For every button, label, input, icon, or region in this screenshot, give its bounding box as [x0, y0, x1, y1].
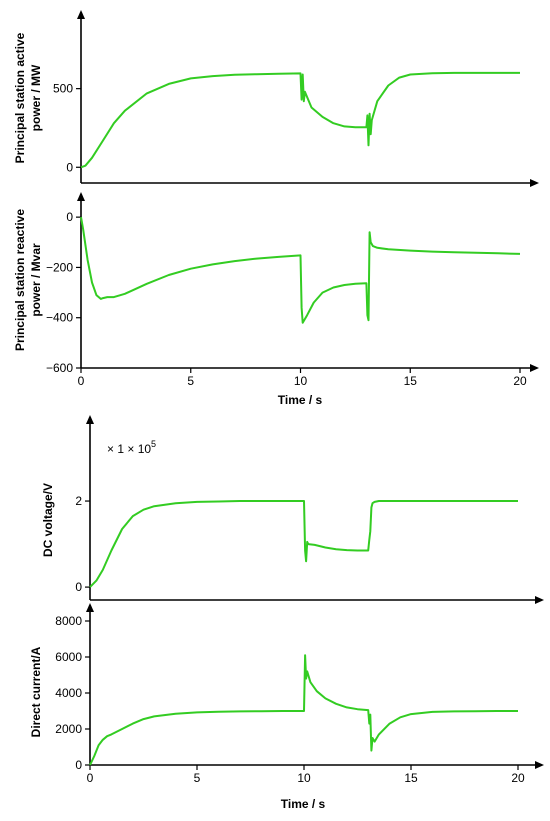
reactive-power-ytick-label: −200: [46, 260, 73, 274]
direct-current-ytick-label: 6000: [55, 650, 82, 664]
reactive-power-panel: Principal station reactive power / Mvar …: [13, 192, 539, 407]
direct-current-ylabel: Direct current/A: [29, 646, 43, 737]
reactive-power-xtick-label: 0: [78, 374, 85, 388]
active-power-ylabel-line1: Principal station active: [13, 32, 27, 163]
reactive-power-xtick-label: 15: [404, 374, 418, 388]
direct-current-ytick-label: 4000: [55, 686, 82, 700]
reactive-power-ytick-label: 0: [66, 210, 73, 224]
direct-current-y-axis-arrow: [86, 603, 94, 612]
reactive-power-ylabel-line1: Principal station reactive: [13, 209, 27, 351]
dc-voltage-ytick-label: 0: [75, 580, 82, 594]
reactive-power-series-line: [80, 216, 521, 324]
reactive-power-ytick-label: −400: [46, 311, 73, 325]
dc-voltage-y-axis-arrow: [86, 415, 94, 424]
active-power-y-axis-arrow: [77, 10, 85, 19]
reactive-power-ylabel-line2: power / Mvar: [29, 243, 43, 317]
active-power-panel: Principal station active power / MW 0 500: [13, 10, 539, 187]
scale-annotation-base: × 1 × 10: [107, 442, 151, 456]
reactive-power-ytick-label: −600: [46, 361, 73, 375]
dc-voltage-x-axis-arrow: [535, 596, 544, 604]
reactive-power-y-axis-arrow: [77, 192, 85, 201]
direct-current-series-line: [89, 654, 518, 766]
reactive-power-xtick-label: 5: [187, 374, 194, 388]
direct-current-xtick-label: 15: [404, 771, 418, 785]
dc-voltage-panel: DC voltage/V × 1 × 105 0 2: [41, 415, 544, 604]
active-power-ylabel-line2: power / MW: [29, 64, 43, 131]
active-power-series-line: [80, 71, 520, 169]
active-power-x-axis-arrow: [530, 179, 539, 187]
reactive-power-xtick-label: 20: [513, 374, 527, 388]
direct-current-xtick-label: 5: [194, 771, 201, 785]
reactive-power-xlabel: Time / s: [278, 393, 323, 407]
active-power-ytick-label: 0: [66, 160, 73, 174]
direct-current-xtick-label: 20: [511, 771, 525, 785]
direct-current-x-axis-arrow: [535, 761, 544, 769]
reactive-power-x-axis-arrow: [530, 364, 539, 372]
direct-current-xlabel: Time / s: [281, 797, 326, 811]
direct-current-xtick-label: 0: [87, 771, 94, 785]
scale-annotation: × 1 × 105: [107, 439, 156, 456]
direct-current-ytick-label: 8000: [55, 614, 82, 628]
dc-voltage-ytick-label: 2: [75, 494, 82, 508]
direct-current-ytick-label: 2000: [55, 722, 82, 736]
direct-current-xtick-label: 10: [297, 771, 311, 785]
dc-voltage-series-line: [89, 500, 518, 588]
scale-annotation-exponent: 5: [151, 439, 156, 449]
dc-voltage-ylabel: DC voltage/V: [41, 483, 55, 557]
direct-current-panel: Direct current/A Time / s 0 2000 4000 6000 8…: [29, 603, 544, 811]
direct-current-ytick-label: 0: [75, 758, 82, 772]
reactive-power-xtick-label: 10: [294, 374, 308, 388]
active-power-ytick-label: 500: [53, 82, 73, 96]
